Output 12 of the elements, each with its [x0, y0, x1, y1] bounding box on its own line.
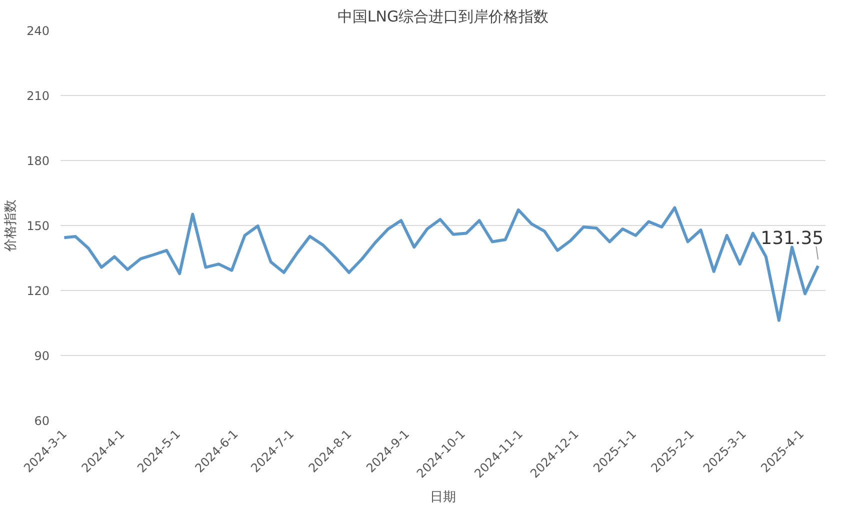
- y-tick-label: 120: [26, 284, 50, 298]
- line-series: [62, 206, 820, 322]
- y-tick-label: 90: [34, 349, 50, 363]
- y-tick-label: 210: [26, 89, 50, 103]
- y-tick-label: 240: [26, 24, 50, 38]
- y-tick-label: 150: [26, 219, 50, 233]
- y-tick-label: 60: [34, 414, 50, 428]
- chart-title: 中国LNG综合进口到岸价格指数: [337, 8, 549, 26]
- annotation: 131.35: [760, 228, 824, 250]
- x-axis-title: 日期: [430, 490, 456, 505]
- y-axis-title: 价格指数: [4, 200, 19, 252]
- y-tick-label: 180: [26, 154, 50, 168]
